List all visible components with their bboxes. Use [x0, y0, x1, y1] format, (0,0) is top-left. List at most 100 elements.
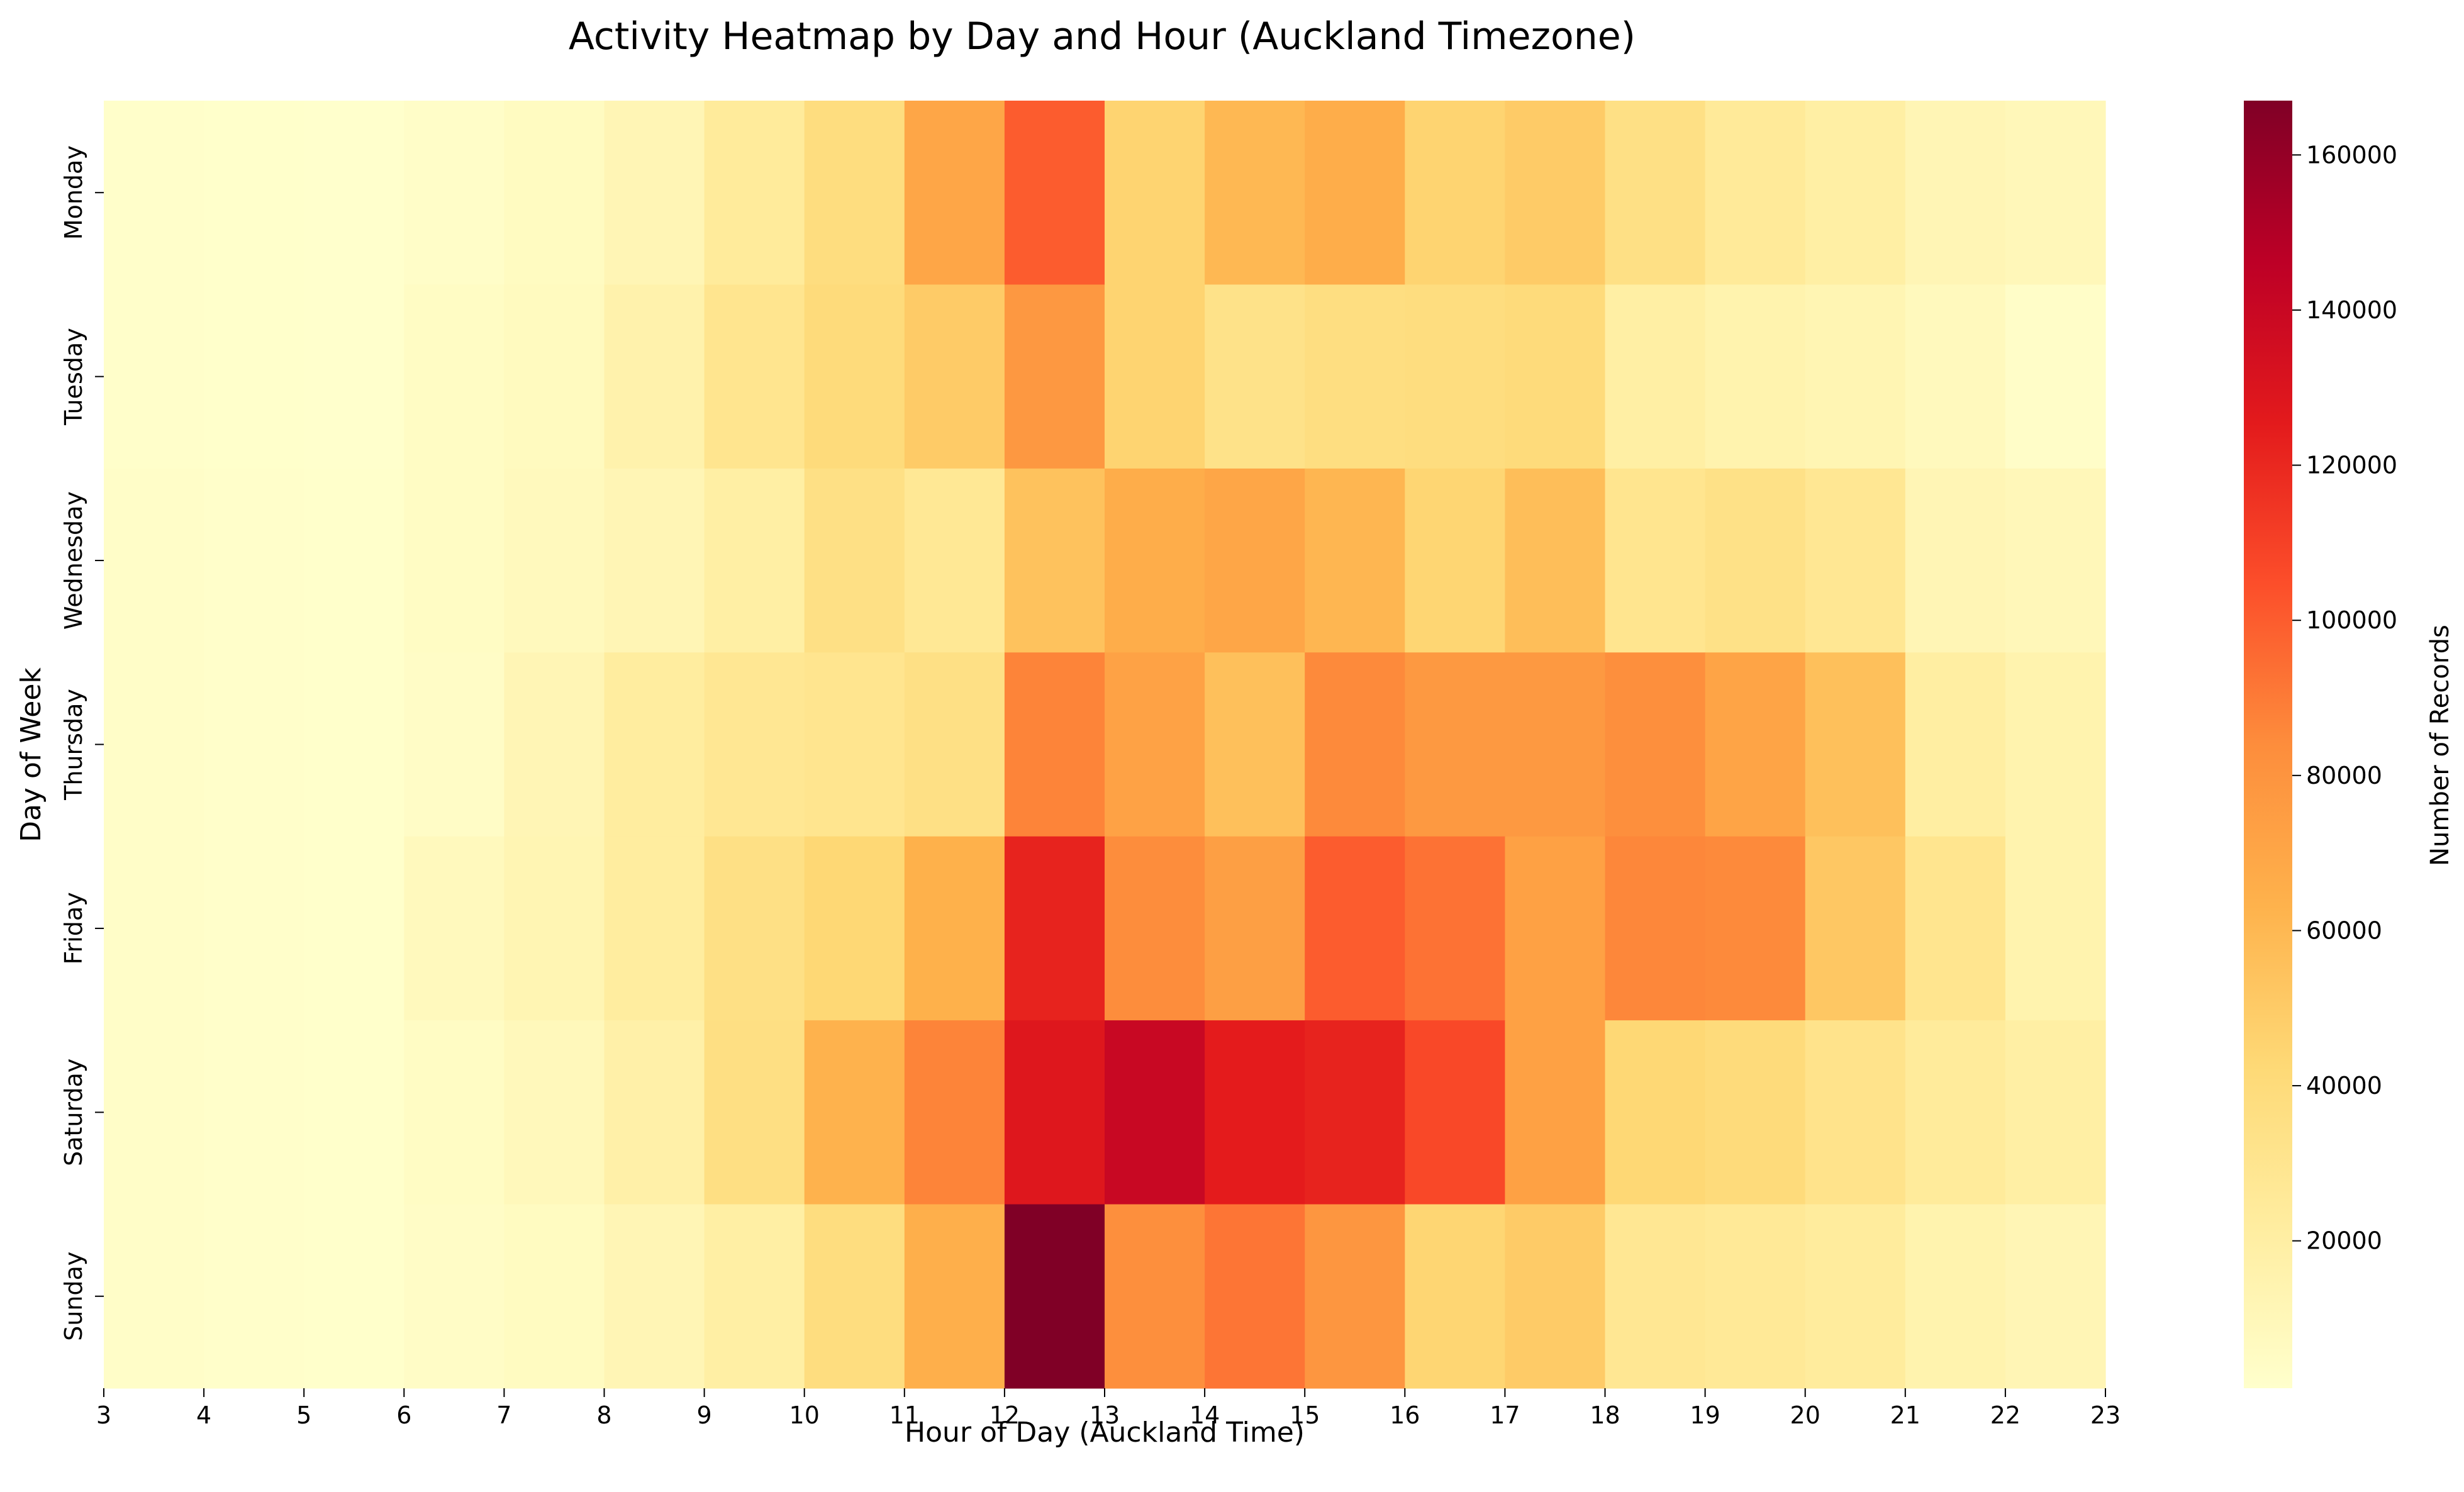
heatmap-cell	[1505, 468, 1606, 653]
heatmap-cell	[1004, 836, 1105, 1021]
heatmap-cell	[2005, 1020, 2106, 1205]
heatmap-cell	[204, 1020, 304, 1205]
heatmap-cell	[1004, 1204, 1105, 1389]
heatmap-cell	[804, 836, 905, 1021]
heatmap-cell	[204, 284, 304, 469]
x-tick-label: 17	[1490, 1401, 1520, 1429]
x-axis-label: Hour of Day (Auckland Time)	[905, 1417, 1305, 1449]
heatmap-cell	[1505, 1204, 1606, 1389]
heatmap-cell	[1205, 652, 1305, 837]
heatmap-cell	[1004, 1020, 1105, 1205]
x-tick-label: 7	[496, 1401, 511, 1429]
heatmap-cell	[104, 101, 204, 286]
heatmap-cell	[604, 652, 705, 837]
heatmap-cell	[1805, 101, 1906, 286]
heatmap-cell	[2005, 101, 2106, 286]
x-tick-label: 14	[1190, 1401, 1220, 1429]
heatmap-cell	[1605, 836, 1706, 1021]
colorbar-tick-label: 160000	[2306, 141, 2397, 169]
heatmap-cell	[1305, 1204, 1405, 1389]
heatmap-cell	[104, 1020, 204, 1205]
heatmap-cell	[304, 1020, 404, 1205]
heatmap-cell	[1305, 468, 1405, 653]
y-tick-label: Saturday	[60, 1059, 87, 1166]
heatmap-cell	[1105, 836, 1205, 1021]
heatmap-cell	[1805, 1204, 1906, 1389]
heatmap-cell	[704, 468, 805, 653]
heatmap-cell	[1305, 1020, 1405, 1205]
heatmap-cell	[704, 101, 805, 286]
x-tick-label: 8	[596, 1401, 611, 1429]
heatmap-cell	[904, 284, 1005, 469]
colorbar: 20000 40000 60000 80000 100000 120000 140000 16…	[2244, 101, 2397, 1388]
heatmap-cell	[1505, 284, 1606, 469]
colorbar-tick-label: 100000	[2306, 606, 2397, 634]
heatmap-cell	[504, 652, 605, 837]
x-tick-label: 12	[990, 1401, 1020, 1429]
heatmap-cell	[304, 836, 404, 1021]
colorbar-tick-label: 60000	[2306, 916, 2382, 944]
heatmap-cell	[504, 836, 605, 1021]
x-tick-label: 5	[296, 1401, 311, 1429]
heatmap-cell	[1605, 101, 1706, 286]
heatmap-cell	[304, 652, 404, 837]
heatmap-cell	[904, 836, 1005, 1021]
x-tick-label: 20	[1790, 1401, 1820, 1429]
heatmap-cell	[1205, 1020, 1305, 1205]
x-tick-label: 9	[697, 1401, 712, 1429]
heatmap-cell	[204, 101, 304, 286]
heatmap-cell	[1705, 836, 1806, 1021]
heatmap-cell	[904, 468, 1005, 653]
heatmap-cell	[2005, 1204, 2106, 1389]
x-tick-label: 21	[1890, 1401, 1920, 1429]
heatmap-cell	[504, 284, 605, 469]
heatmap-cell	[104, 1204, 204, 1389]
heatmap-cell	[1705, 652, 1806, 837]
heatmap-cell	[104, 468, 204, 653]
heatmap-cell	[904, 652, 1005, 837]
heatmap-cell	[404, 1020, 505, 1205]
heatmap-cell	[704, 836, 805, 1021]
colorbar-tick-label: 80000	[2306, 762, 2382, 789]
x-tick-label: 15	[1290, 1401, 1320, 1429]
y-tick-label: Wednesday	[60, 491, 87, 630]
heatmap-cell	[1105, 284, 1205, 469]
x-tick-label: 10	[789, 1401, 820, 1429]
y-tick-label: Thursday	[60, 689, 87, 801]
heatmap-cell	[2005, 652, 2106, 837]
y-axis-label: Day of Week	[15, 667, 47, 842]
y-tick-label: Tuesday	[60, 328, 87, 426]
heatmap-cell	[2005, 836, 2106, 1021]
heatmap-cell	[1105, 101, 1205, 286]
heatmap-cell	[1105, 1020, 1205, 1205]
heatmap-cell	[204, 652, 304, 837]
heatmap-cells	[104, 101, 2106, 1389]
heatmap-cell	[204, 468, 304, 653]
heatmap-cell	[1205, 468, 1305, 653]
colorbar-label: Number of Records	[2426, 625, 2455, 866]
heatmap-cell	[404, 652, 505, 837]
x-tick-label: 4	[196, 1401, 211, 1429]
heatmap-cell	[104, 284, 204, 469]
x-tick-label: 22	[1990, 1401, 2021, 1429]
heatmap-cell	[804, 1204, 905, 1389]
heatmap-cell	[1805, 1020, 1906, 1205]
colorbar-tick-label: 20000	[2306, 1227, 2382, 1255]
heatmap-cell	[1905, 101, 2006, 286]
x-tick-label: 23	[2090, 1401, 2121, 1429]
heatmap-cell	[1305, 284, 1405, 469]
heatmap-cell	[904, 1020, 1005, 1205]
x-tick-label: 11	[889, 1401, 920, 1429]
heatmap-cell	[604, 101, 705, 286]
heatmap-cell	[304, 284, 404, 469]
heatmap-cell	[504, 468, 605, 653]
heatmap-cell	[404, 1204, 505, 1389]
heatmap-cell	[1205, 101, 1305, 286]
heatmap-cell	[1705, 468, 1806, 653]
heatmap-cell	[1004, 101, 1105, 286]
heatmap-cell	[1705, 101, 1806, 286]
heatmap-cell	[1905, 1020, 2006, 1205]
heatmap-cell	[904, 101, 1005, 286]
y-axis: Monday Tuesday Wednesday Thursday Friday Satu…	[60, 145, 104, 1341]
